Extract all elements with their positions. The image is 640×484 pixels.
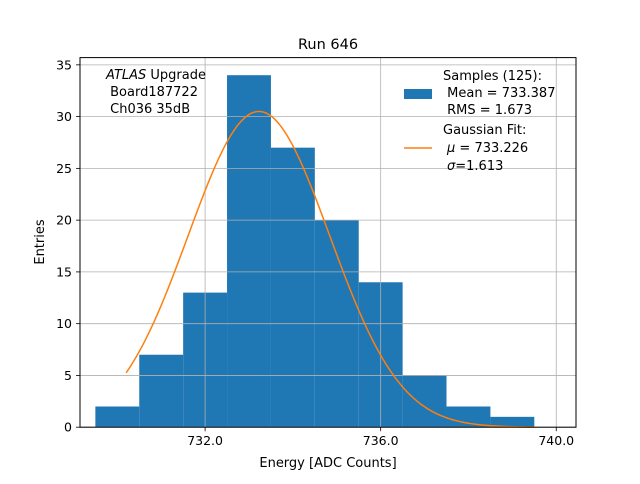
histogram-bar bbox=[227, 75, 271, 428]
annotation-line-3: Ch036 35dB bbox=[106, 102, 190, 117]
histogram-bar bbox=[139, 354, 184, 428]
y-axis-label: Entries bbox=[33, 219, 48, 265]
axes-frame bbox=[79, 57, 577, 428]
x-tick-label: 732.0 bbox=[187, 433, 223, 448]
histogram-bar bbox=[446, 406, 491, 428]
legend-samples-mean: Mean = 733.387 bbox=[443, 86, 555, 101]
gaussian-fit bbox=[125, 110, 535, 428]
x-tick-label: 740.0 bbox=[538, 433, 574, 448]
legend-samples-rms: RMS = 1.673 bbox=[443, 103, 532, 118]
y-tick-label: 20 bbox=[56, 213, 72, 228]
y-tick-label: 30 bbox=[56, 109, 72, 124]
y-axis-ticks: 0 5 10 15 20 25 30 35 bbox=[56, 57, 80, 435]
legend-sigma-symbol: σ bbox=[447, 159, 456, 174]
x-tick-label: 736.0 bbox=[363, 433, 399, 448]
histogram-bar bbox=[95, 406, 140, 428]
legend-fit-sigma: σ=1.613 bbox=[447, 159, 503, 174]
y-tick-label: 10 bbox=[56, 316, 72, 331]
gaussian-fit-line bbox=[125, 110, 535, 428]
histogram-bars bbox=[95, 75, 535, 428]
legend-mu-value: = 733.226 bbox=[455, 141, 528, 156]
histogram-bar bbox=[402, 375, 447, 428]
legend-sigma-value: =1.613 bbox=[455, 159, 503, 174]
legend-mu-symbol: μ bbox=[446, 141, 455, 156]
y-tick-label: 15 bbox=[56, 264, 72, 279]
annotation-atlas: ATLAS bbox=[105, 68, 146, 83]
histogram-bar bbox=[490, 416, 535, 428]
x-axis-ticks: 732.0 736.0 740.0 bbox=[187, 427, 574, 448]
annotation-line-2: Board187722 bbox=[106, 85, 198, 100]
annotation-upgrade: Upgrade bbox=[146, 68, 206, 83]
y-tick-label: 5 bbox=[64, 368, 72, 383]
grid-lines bbox=[80, 57, 576, 428]
annotation-line-1: ATLAS Upgrade bbox=[105, 68, 206, 83]
y-tick-label: 25 bbox=[56, 161, 72, 176]
chart-title: Run 646 bbox=[298, 37, 358, 53]
x-axis-label: Energy [ADC Counts] bbox=[259, 456, 396, 471]
legend: Samples (125): Mean = 733.387 RMS = 1.67… bbox=[404, 69, 555, 174]
y-tick-label: 35 bbox=[56, 57, 72, 72]
legend-fit-header: Gaussian Fit: bbox=[443, 123, 526, 138]
atlas-annotation: ATLAS Upgrade Board187722 Ch036 35dB bbox=[105, 68, 206, 117]
legend-fit-mu: μ = 733.226 bbox=[446, 141, 528, 156]
y-tick-label: 0 bbox=[64, 420, 72, 435]
legend-samples-swatch bbox=[404, 89, 432, 99]
legend-samples-header: Samples (125): bbox=[443, 69, 542, 84]
histogram-bar bbox=[270, 147, 315, 428]
